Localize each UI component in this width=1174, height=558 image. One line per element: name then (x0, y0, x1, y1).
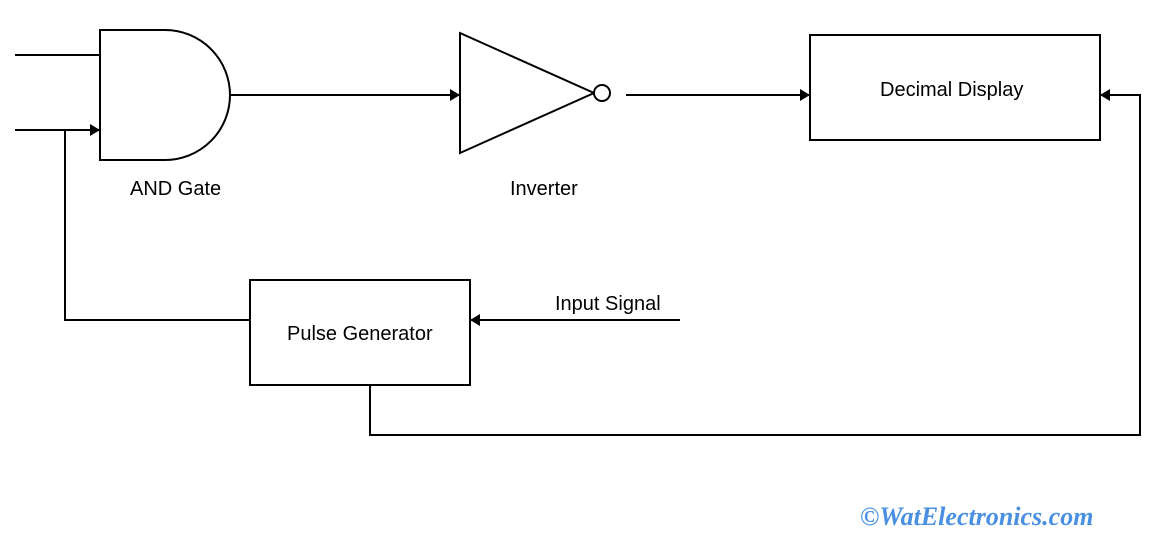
pulse-generator-label: Pulse Generator (287, 323, 433, 345)
arrow-head (450, 89, 460, 101)
and-gate-label: AND Gate (130, 178, 221, 200)
arrow-head (470, 314, 480, 326)
decimal-display-label: Decimal Display (880, 79, 1023, 101)
arrow-head (800, 89, 810, 101)
inverter-label: Inverter (510, 178, 578, 200)
arrow-head (1100, 89, 1110, 101)
and-gate (100, 30, 230, 160)
inverter-bubble (594, 85, 610, 101)
wire-pg-down-to-display (370, 95, 1140, 435)
inverter-triangle (460, 33, 594, 153)
input-signal-label: Input Signal (555, 293, 661, 315)
watermark-text: ©WatElectronics.com (860, 502, 1093, 531)
arrow-head (90, 124, 100, 136)
